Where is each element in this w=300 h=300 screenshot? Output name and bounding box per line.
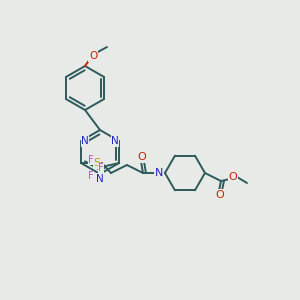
Text: O: O xyxy=(216,190,224,200)
Text: O: O xyxy=(89,51,97,61)
Text: O: O xyxy=(229,172,237,182)
Text: N: N xyxy=(111,136,119,146)
Text: F: F xyxy=(88,171,94,181)
Text: N: N xyxy=(81,136,89,146)
Text: F: F xyxy=(98,163,104,173)
Text: S: S xyxy=(93,158,100,168)
Text: N: N xyxy=(155,168,163,178)
Text: N: N xyxy=(81,136,89,146)
Text: N: N xyxy=(96,174,104,184)
Text: O: O xyxy=(138,152,146,162)
Text: F: F xyxy=(88,155,94,165)
